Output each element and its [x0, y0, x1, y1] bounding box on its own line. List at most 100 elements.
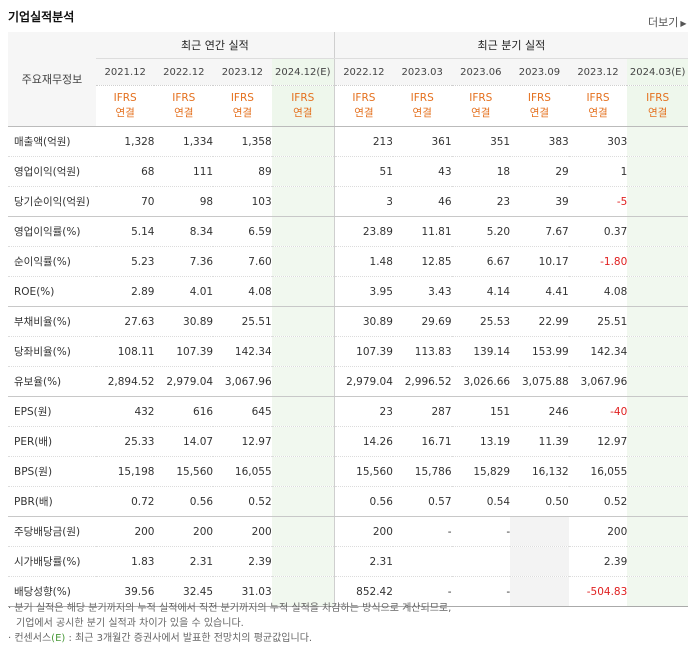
period-header: 2023.12: [213, 58, 272, 86]
cell-value: 12.85: [392, 246, 452, 277]
cell-value: 15,786: [392, 456, 452, 487]
cell-value: [627, 456, 688, 487]
basis-header: IFRS 연결: [451, 85, 511, 127]
row-label: PBR(배): [8, 486, 96, 517]
cell-value: [510, 516, 569, 547]
cell-value: [271, 546, 335, 577]
cell-value: 4.14: [451, 276, 511, 307]
period-header: 2021.12: [95, 58, 155, 86]
cell-value: 30.89: [154, 306, 214, 337]
cell-value: 2,996.52: [392, 366, 452, 397]
cell-value: 108.11: [95, 336, 155, 367]
cell-value: 2.39: [568, 546, 628, 577]
annual-title: 최근 연간 실적: [95, 32, 335, 59]
cell-value: [271, 186, 335, 217]
note-3: · 컨센서스(E) : 최근 3개월간 증권사에서 발표한 전망치의 평균값입니…: [8, 633, 313, 644]
cell-value: -504.83: [568, 576, 628, 607]
row-label: PER(배): [8, 426, 96, 457]
cell-value: 29: [510, 156, 569, 187]
cell-value: 46: [392, 186, 452, 217]
cell-value: [271, 486, 335, 517]
cell-value: 25.51: [568, 306, 628, 337]
basis-header: IFRS 연결: [213, 85, 272, 127]
cell-value: 432: [95, 396, 155, 427]
cell-value: 142.34: [568, 336, 628, 367]
cell-value: 287: [392, 396, 452, 427]
cell-value: 0.54: [451, 486, 511, 517]
cell-value: 616: [154, 396, 214, 427]
row-label: 순이익률(%): [8, 246, 96, 277]
table-row: EPS(원) 432 616 645 23 287 151 246 -40: [8, 396, 688, 427]
row-label: 매출액(억원): [8, 126, 96, 157]
cell-value: [627, 246, 688, 277]
cell-value: 11.39: [510, 426, 569, 457]
cell-value: 51: [333, 156, 393, 187]
cell-value: 14.26: [333, 426, 393, 457]
row-label: 당기순이익(억원): [8, 186, 96, 217]
basis-header: IFRS 연결: [627, 85, 688, 127]
cell-value: [627, 126, 688, 157]
row-label: 영업이익(억원): [8, 156, 96, 187]
more-link[interactable]: 더보기 ▶: [648, 14, 687, 30]
cell-value: 1.83: [95, 546, 155, 577]
cell-value: 3,075.88: [510, 366, 569, 397]
cell-value: 107.39: [154, 336, 214, 367]
period-header: 2022.12: [333, 58, 393, 86]
period-header: 2022.12: [154, 58, 214, 86]
table-row: 순이익률(%) 5.23 7.36 7.60 1.48 12.85 6.67 10.17 -1.…: [8, 246, 688, 277]
cell-value: 213: [333, 126, 393, 157]
cell-value: 0.50: [510, 486, 569, 517]
basis-header: IFRS 연결: [95, 85, 155, 127]
row-label: 당좌비율(%): [8, 336, 96, 367]
cell-value: 5.20: [451, 216, 511, 247]
cell-value: 15,198: [95, 456, 155, 487]
cell-value: 153.99: [510, 336, 569, 367]
cell-value: [627, 396, 688, 427]
row-label: BPS(원): [8, 456, 96, 487]
row-header: 주요재무정보: [8, 32, 96, 127]
financial-table: 주요재무정보 최근 연간 실적 최근 분기 실적 2021.12 2022.12 2…: [8, 32, 688, 607]
table-row: PER(배) 25.33 14.07 12.97 14.26 16.71 13.19 11.3…: [8, 426, 688, 457]
cell-value: 16,055: [568, 456, 628, 487]
cell-value: 3,067.96: [213, 366, 272, 397]
cell-value: 0.72: [95, 486, 155, 517]
table-row: 유보율(%) 2,894.52 2,979.04 3,067.96 2,979.04 2,…: [8, 366, 688, 397]
cell-value: 2,979.04: [333, 366, 393, 397]
cell-value: 25.51: [213, 306, 272, 337]
cell-value: [627, 546, 688, 577]
cell-value: 14.07: [154, 426, 214, 457]
table-row: 주당배당금(원) 200 200 200 200- -200: [8, 516, 688, 547]
cell-value: 0.56: [154, 486, 214, 517]
cell-value: 1.48: [333, 246, 393, 277]
cell-value: 25.33: [95, 426, 155, 457]
quarter-title: 최근 분기 실적: [333, 32, 688, 59]
cell-value: -1.80: [568, 246, 628, 277]
cell-value: 0.57: [392, 486, 452, 517]
period-row: 2021.12 2022.12 2023.12 2024.12(E) 2022.12 20…: [8, 58, 688, 86]
cell-value: [392, 546, 452, 577]
cell-value: 1: [568, 156, 628, 187]
note-2: 기업에서 공시한 분기 실적과 차이가 있을 수 있습니다.: [16, 618, 244, 629]
cell-value: 23: [333, 396, 393, 427]
cell-value: 13.19: [451, 426, 511, 457]
cell-value: 23.89: [333, 216, 393, 247]
cell-value: 89: [213, 156, 272, 187]
cell-value: 200: [95, 516, 155, 547]
cell-value: [271, 306, 335, 337]
basis-header: IFRS 연결: [568, 85, 628, 127]
cell-value: 645: [213, 396, 272, 427]
cell-value: [627, 186, 688, 217]
cell-value: -5: [568, 186, 628, 217]
cell-value: 23: [451, 186, 511, 217]
cell-value: 200: [333, 516, 393, 547]
cell-value: -: [451, 576, 511, 607]
row-label: 영업이익률(%): [8, 216, 96, 247]
cell-value: 4.08: [568, 276, 628, 307]
cell-value: 6.59: [213, 216, 272, 247]
period-header: 2023.06: [451, 58, 511, 86]
cell-value: 1,358: [213, 126, 272, 157]
cell-value: 4.08: [213, 276, 272, 307]
cell-value: [271, 336, 335, 367]
cell-value: [271, 426, 335, 457]
basis-row: IFRS 연결 IFRS 연결 IFRS 연결 IFRS 연결 IFRS 연결 IFRS 연결 IFRS…: [8, 85, 688, 127]
